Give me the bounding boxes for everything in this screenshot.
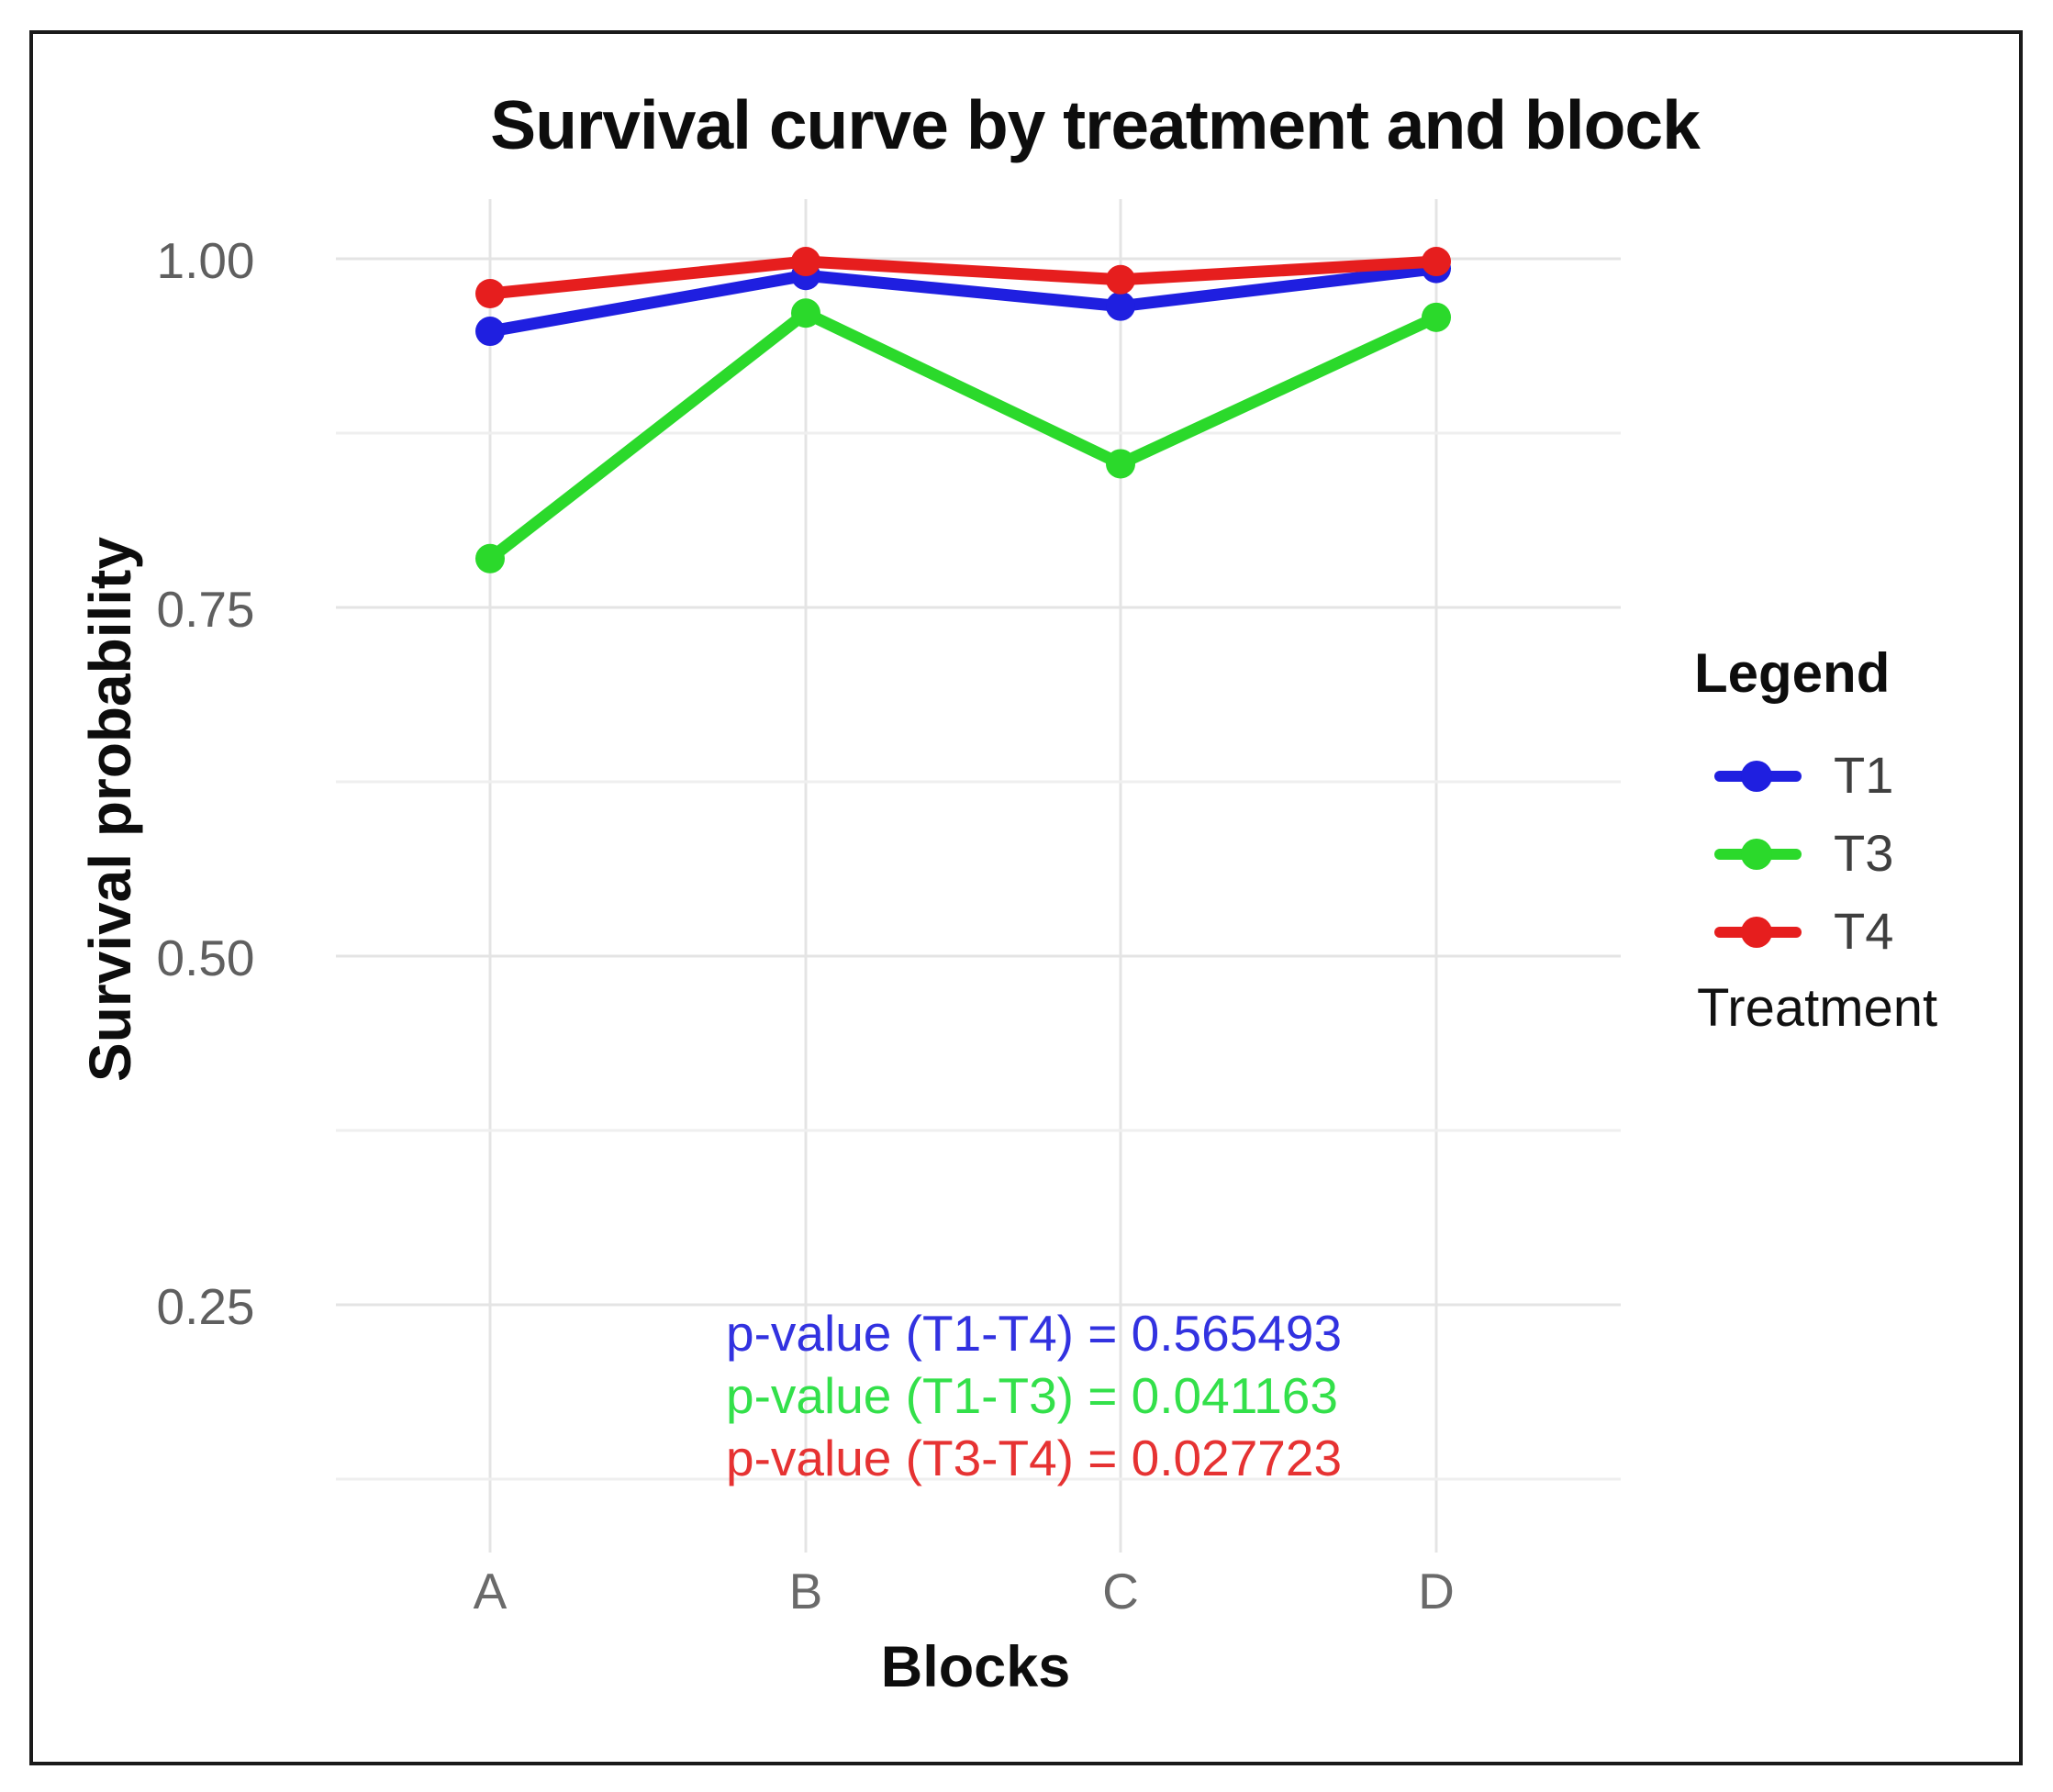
y-tick-1.00: 1.00 — [156, 232, 255, 289]
x-tick-D: D — [1418, 1563, 1455, 1619]
chart-frame: Survival curve by treatment and block Su… — [29, 30, 2023, 1765]
legend-label-t4: T4 — [1834, 902, 1894, 960]
y-axis-label: Survival probability — [77, 537, 143, 1082]
legend-footer-treatment: Treatment — [1697, 978, 1938, 1038]
p-value-t1-t3: p-value (T1-T3) = 0.041163 — [726, 1367, 1338, 1424]
legend-label-t1: T1 — [1834, 746, 1894, 804]
x-axis-label: Blocks — [880, 1635, 1071, 1699]
legend-item-t4: T4 — [1714, 904, 2026, 959]
legend-item-t3: T3 — [1714, 826, 2026, 881]
x-tick-B: B — [788, 1563, 823, 1619]
t3-dot-swatch — [1741, 839, 1772, 870]
x-tick-A: A — [473, 1563, 508, 1619]
t4-dot-swatch — [1741, 917, 1772, 948]
plot-area — [336, 199, 1621, 1553]
p-value-t3-t4: p-value (T3-T4) = 0.027723 — [726, 1430, 1343, 1486]
x-tick-C: C — [1102, 1563, 1139, 1619]
y-tick-0.50: 0.50 — [156, 929, 255, 986]
y-tick-0.25: 0.25 — [156, 1278, 255, 1335]
legend-label-t3: T3 — [1834, 824, 1894, 882]
chart-title: Survival curve by treatment and block — [490, 86, 1701, 163]
p-value-t1-t4: p-value (T1-T4) = 0.565493 — [726, 1305, 1343, 1362]
y-tick-0.75: 0.75 — [156, 581, 255, 638]
t1-dot-swatch — [1741, 761, 1772, 792]
legend-title: Legend — [1694, 642, 1891, 704]
legend-item-t1: T1 — [1714, 748, 2026, 803]
